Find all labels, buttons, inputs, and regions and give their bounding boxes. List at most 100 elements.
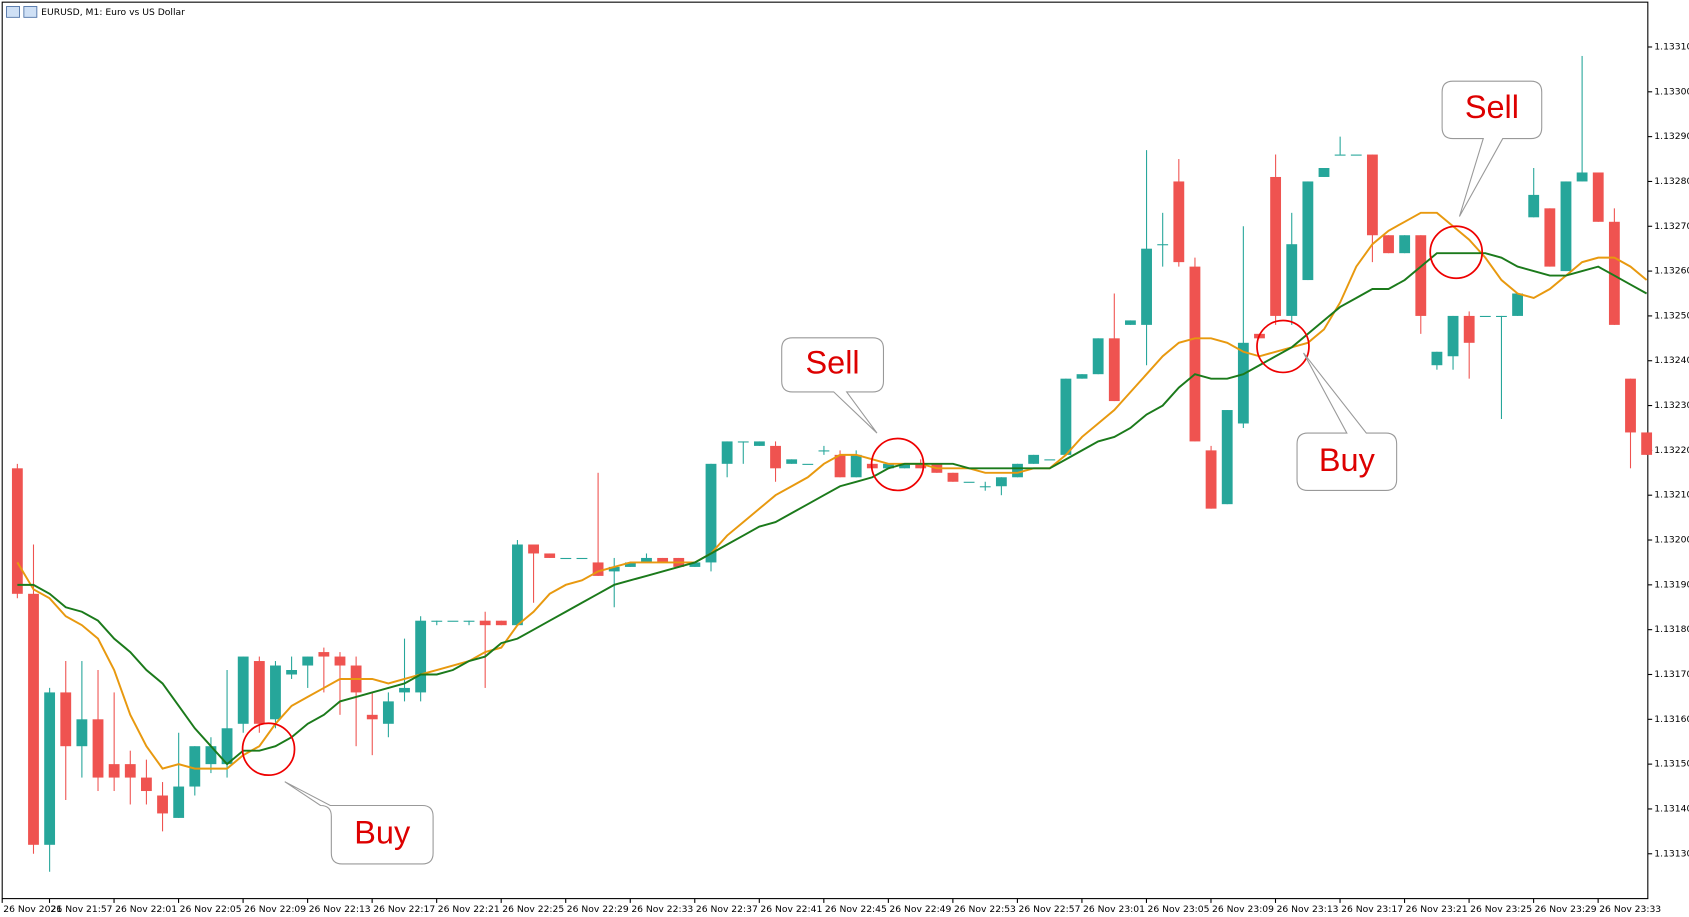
y-tick-label: 1.13170 xyxy=(1654,669,1689,680)
candle-body xyxy=(1560,181,1572,272)
candle-body xyxy=(512,544,523,626)
candle-body xyxy=(302,656,314,666)
x-tick-label: 26 Nov 22:49 xyxy=(889,904,951,915)
candle-body xyxy=(1512,293,1523,316)
candle-body xyxy=(189,746,201,787)
candle-body xyxy=(1076,374,1088,379)
candle-body xyxy=(479,620,491,626)
x-tick-label: 26 Nov 23:09 xyxy=(1212,904,1274,915)
y-tick-label: 1.13230 xyxy=(1654,400,1689,411)
y-tick-label: 1.13210 xyxy=(1654,490,1689,501)
signals xyxy=(241,225,1484,777)
callout xyxy=(1441,80,1543,217)
candle-body xyxy=(1044,459,1056,461)
annotation: Buy xyxy=(1319,442,1376,478)
candle-body xyxy=(560,557,572,560)
candle-body xyxy=(1028,454,1040,464)
candle-body xyxy=(737,441,749,443)
signal-circle xyxy=(241,722,296,777)
marks: 1.13130 1.13140 1.13150 1.13160 1.13170 1.131… xyxy=(1,41,1689,915)
x-tick-label: 26 Nov 23:25 xyxy=(1470,904,1532,915)
candle-body xyxy=(1060,378,1072,455)
candle-body xyxy=(979,486,991,488)
candle-body xyxy=(92,719,104,778)
candle-body xyxy=(1383,235,1394,254)
candle-body xyxy=(1125,320,1136,325)
moving-average xyxy=(17,252,1648,766)
candle-body xyxy=(11,468,23,594)
candle-body xyxy=(1318,168,1330,177)
y-tick-label: 1.13200 xyxy=(1654,535,1689,546)
x-tick-label: 26 Nov 23:33 xyxy=(1599,904,1661,915)
candle-body xyxy=(592,562,604,576)
candle-body xyxy=(1302,181,1314,281)
candle-body xyxy=(705,463,717,563)
x-tick-label: 26 Nov 22:25 xyxy=(502,904,564,915)
candle-body xyxy=(1141,248,1152,325)
candle-body xyxy=(1237,342,1249,424)
candle-body xyxy=(415,620,427,693)
callout xyxy=(284,781,434,865)
candle-body xyxy=(786,459,798,464)
candle-body xyxy=(270,665,281,720)
candle-body xyxy=(28,593,39,845)
candle-body xyxy=(60,692,72,747)
candle-body xyxy=(641,557,652,563)
x-tick-label: 26 Nov 23:01 xyxy=(1083,904,1145,915)
candle-body xyxy=(44,692,56,845)
chart-title: EURUSD, M1: Euro vs US Dollar xyxy=(41,7,185,18)
candle-body xyxy=(1108,338,1120,402)
callouts xyxy=(284,80,1543,865)
candle-body xyxy=(173,786,185,818)
candle-body xyxy=(1334,154,1346,156)
candle-body xyxy=(528,544,539,554)
y-tick-label: 1.13180 xyxy=(1654,624,1689,635)
candle-body xyxy=(1366,154,1378,236)
candle-body xyxy=(334,656,346,666)
y-tick-label: 1.13160 xyxy=(1654,714,1689,725)
candle-body xyxy=(1463,315,1475,343)
candle-body xyxy=(366,714,378,720)
candle-body xyxy=(1173,181,1185,263)
y-tick-label: 1.13270 xyxy=(1654,221,1689,232)
candle-body xyxy=(1625,378,1636,433)
candle-body xyxy=(1092,338,1104,375)
callout xyxy=(1296,352,1398,491)
candle-body xyxy=(447,620,459,622)
x-tick-label: 26 Nov 22:33 xyxy=(631,904,693,915)
x-tick-label: 26 Nov 22:17 xyxy=(373,904,435,915)
candle-body xyxy=(576,557,588,560)
x-tick-label: 26 Nov 22:29 xyxy=(567,904,629,915)
candle-body xyxy=(1608,221,1620,325)
x-tick-label: 26 Nov 22:05 xyxy=(180,904,242,915)
x-tick-label: 26 Nov 23:13 xyxy=(1277,904,1339,915)
y-tick-label: 1.13130 xyxy=(1654,848,1689,859)
candle-body xyxy=(1641,432,1653,455)
x-tick-label: 26 Nov 22:53 xyxy=(954,904,1016,915)
candle-body xyxy=(721,441,733,464)
x-tick-label: 26 Nov 23:21 xyxy=(1406,904,1468,915)
candle-body xyxy=(689,562,701,567)
candle-body xyxy=(1528,194,1540,218)
y-tick-label: 1.13220 xyxy=(1654,445,1689,456)
signal-circle xyxy=(1256,319,1310,374)
y-tick-label: 1.13150 xyxy=(1654,759,1689,770)
candle-body xyxy=(286,670,298,675)
candle-body xyxy=(753,441,765,446)
candle-body xyxy=(1544,208,1556,267)
x-tick-label: 26 Nov 22:09 xyxy=(244,904,306,915)
x-tick-label: 26 Nov 22:57 xyxy=(1018,904,1080,915)
signal-circle xyxy=(870,437,925,492)
icon xyxy=(23,6,38,18)
candle-body xyxy=(205,746,217,765)
candle-body xyxy=(770,445,781,469)
signal-circle xyxy=(1429,225,1484,280)
candle-body xyxy=(1496,315,1507,317)
x-tick-label: 26 Nov 21:57 xyxy=(51,904,113,915)
x-tick-label: 26 Nov 23:17 xyxy=(1341,904,1403,915)
candle-body xyxy=(221,728,233,765)
x-tick-label: 26 Nov 23:05 xyxy=(1148,904,1210,915)
candle-body xyxy=(1431,351,1443,366)
candle-body xyxy=(1576,172,1588,182)
